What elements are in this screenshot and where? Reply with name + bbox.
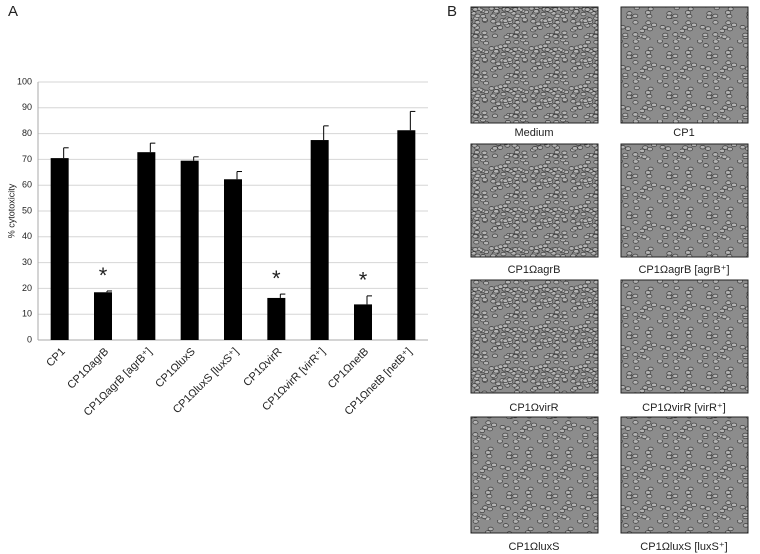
bar <box>50 158 69 340</box>
micrograph <box>470 6 599 124</box>
x-tick-label: CP1ΩagrB <box>65 346 111 392</box>
error-bar <box>149 142 156 153</box>
micrograph-caption: CP1ΩluxS [luxS⁺] <box>640 541 727 553</box>
y-tick-label: 10 <box>22 309 32 319</box>
micrograph-caption: Medium <box>514 127 553 139</box>
micrograph-caption: CP1ΩvirR [virR⁺] <box>642 402 726 414</box>
micrograph-caption: CP1ΩvirR <box>509 402 558 414</box>
micrograph-caption: CP1ΩluxS <box>508 541 559 553</box>
significance-marker: * <box>272 266 281 291</box>
bar <box>180 160 199 340</box>
bar <box>267 297 286 340</box>
y-tick-label: 60 <box>22 180 32 190</box>
micrograph <box>620 6 749 124</box>
bar <box>94 292 112 340</box>
bar <box>310 140 329 340</box>
bar <box>397 130 416 340</box>
error-bar <box>63 147 69 159</box>
error-bar <box>409 110 416 131</box>
micrograph-caption: CP1 <box>673 127 694 139</box>
panel-label: B <box>447 3 457 20</box>
micrograph <box>620 416 749 534</box>
x-tick-label: CP1 <box>44 346 68 370</box>
panel-label: A <box>8 3 18 20</box>
y-tick-label: 100 <box>17 76 32 86</box>
micrograph <box>470 416 599 534</box>
x-tick-label: CP1ΩvirR <box>241 346 284 389</box>
micrograph <box>470 143 599 258</box>
bar <box>224 179 242 340</box>
y-tick-label: 0 <box>27 334 32 344</box>
error-bar <box>236 171 242 180</box>
y-tick-label: 30 <box>22 257 32 267</box>
error-bar <box>106 290 112 293</box>
error-bar <box>323 125 329 141</box>
micrograph <box>470 279 599 394</box>
y-tick-label: 20 <box>22 283 32 293</box>
bar <box>354 304 372 340</box>
error-bar <box>279 293 286 298</box>
significance-marker: * <box>99 263 108 288</box>
y-tick-label: 80 <box>22 128 32 138</box>
bar <box>137 152 156 340</box>
x-tick-label: CP1ΩluxS <box>153 346 198 391</box>
micrograph-caption: CP1ΩagrB [agrB⁺] <box>638 264 729 276</box>
micrograph-caption: CP1ΩagrB <box>508 264 561 276</box>
y-tick-label: 70 <box>22 154 32 164</box>
micrograph <box>620 279 749 394</box>
error-bar <box>366 295 372 305</box>
y-axis-label: % cytotoxicity <box>6 183 16 238</box>
y-tick-label: 50 <box>22 205 32 215</box>
y-tick-label: 40 <box>22 231 32 241</box>
x-tick-label: CP1ΩnetB <box>326 346 371 391</box>
significance-marker: * <box>359 268 368 293</box>
y-tick-label: 90 <box>22 102 32 112</box>
error-bar <box>193 156 199 161</box>
micrograph <box>620 143 749 258</box>
